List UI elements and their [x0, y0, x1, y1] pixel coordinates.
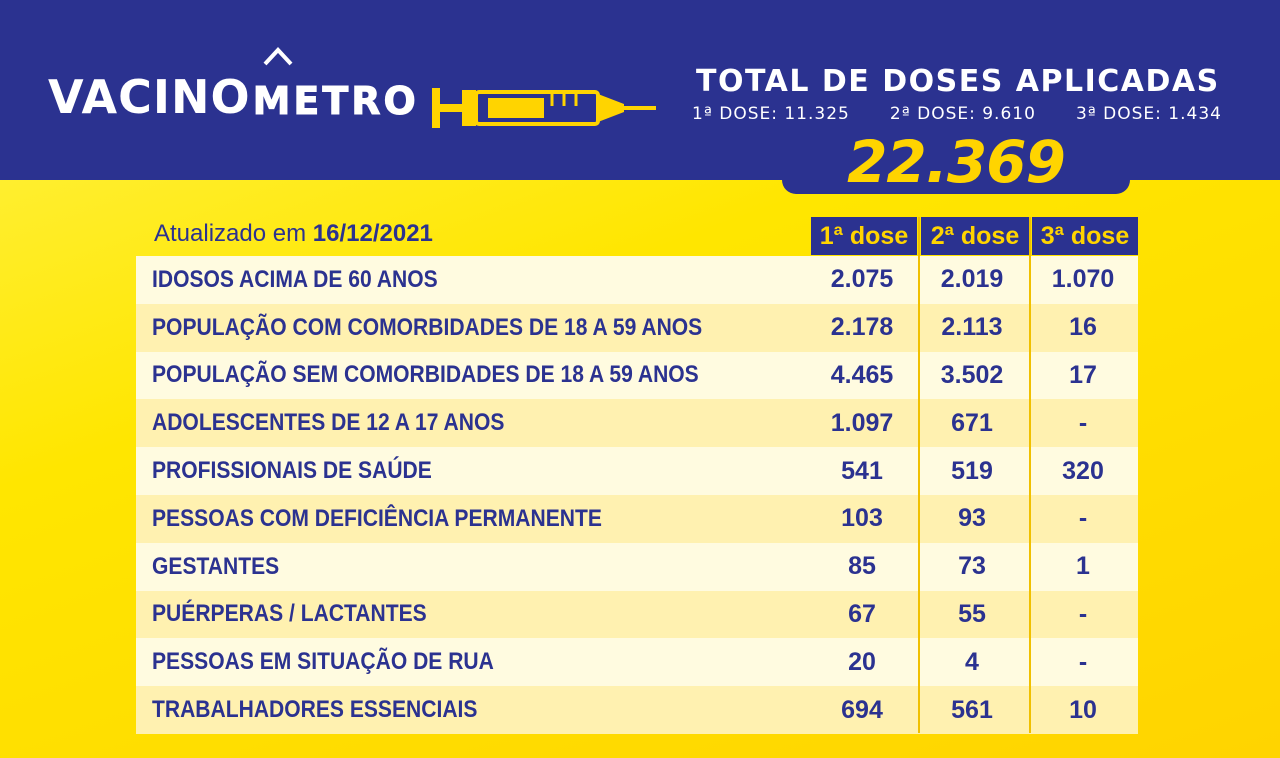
- updated-date: 16/12/2021: [312, 220, 433, 247]
- dose1-value: 2.178: [830, 313, 894, 342]
- dose3-value: 1.070: [1051, 265, 1115, 294]
- total-doses-value: 22.369: [847, 128, 1066, 196]
- dose2-value: 3.502: [940, 360, 1004, 389]
- table-row: GESTANTES 85 73 1: [136, 542, 1138, 591]
- total-tab: [782, 150, 1130, 194]
- brand-text-vacino: VACINO: [48, 70, 251, 124]
- dose1-value: 103: [841, 504, 883, 533]
- dose3-value: 320: [1062, 456, 1104, 485]
- dose2-total: 2ª DOSE: 9.610: [889, 104, 1036, 124]
- table-row: PUÉRPERAS / LACTANTES 67 55 -: [136, 590, 1138, 639]
- table-row: POPULAÇÃO SEM COMORBIDADES DE 18 A 59 AN…: [136, 351, 1138, 400]
- dose2-value: 73: [958, 552, 986, 581]
- row-label: PROFISSIONAIS DE SAÚDE: [152, 457, 432, 485]
- dose2-value: 2.113: [941, 313, 1003, 342]
- dose2-value: 519: [951, 456, 993, 485]
- dose2-value: 2.019: [940, 265, 1004, 294]
- syringe-icon: [432, 88, 656, 128]
- dose1-value: 85: [848, 552, 876, 581]
- table-row: PESSOAS COM DEFICIÊNCIA PERMANENTE 103 93 -: [136, 494, 1138, 543]
- row-label: TRABALHADORES ESSENCIAIS: [152, 696, 478, 724]
- dose1-value: 694: [841, 695, 883, 724]
- table-row: POPULAÇÃO COM COMORBIDADES DE 18 A 59 AN…: [136, 303, 1138, 352]
- row-label: IDOSOS ACIMA DE 60 ANOS: [152, 265, 438, 293]
- dose2-value: 93: [958, 504, 986, 533]
- dose1-value: 2.075: [830, 265, 894, 294]
- updated-label: Atualizado em 16/12/2021: [154, 220, 433, 248]
- updated-prefix: Atualizado em: [154, 220, 307, 247]
- dose3-value: 16: [1069, 313, 1097, 342]
- dose3-value: -: [1078, 599, 1088, 628]
- column-divider: [918, 217, 920, 733]
- column-header-dose2: 2ª dose: [921, 217, 1029, 255]
- row-label: POPULAÇÃO SEM COMORBIDADES DE 18 A 59 AN…: [152, 361, 699, 389]
- row-label: ADOLESCENTES DE 12 A 17 ANOS: [152, 409, 505, 437]
- dose3-value: 10: [1069, 695, 1097, 724]
- dose2-value: 671: [951, 408, 993, 437]
- vaccination-table: IDOSOS ACIMA DE 60 ANOS 2.075 2.019 1.070 PO…: [136, 256, 1138, 734]
- house-icon: [263, 47, 293, 66]
- dose3-value: 1: [1076, 552, 1090, 581]
- dose1-value: 1.097: [830, 408, 894, 437]
- row-label: PESSOAS EM SITUAÇÃO DE RUA: [152, 648, 494, 676]
- table-row: TRABALHADORES ESSENCIAIS 694 561 10: [136, 686, 1138, 734]
- total-doses-title: TOTAL DE DOSES APLICADAS: [696, 64, 1220, 99]
- dose3-value: -: [1078, 408, 1088, 437]
- dose1-value: 541: [841, 456, 883, 485]
- dose3-total: 3ª DOSE: 1.434: [1075, 104, 1222, 124]
- dose2-value: 561: [951, 695, 993, 724]
- column-header-dose1: 1ª dose: [811, 217, 917, 255]
- dose1-value: 4.465: [830, 360, 894, 389]
- dose2-value: 55: [958, 599, 986, 628]
- dose1-value: 67: [848, 599, 876, 628]
- row-label: PUÉRPERAS / LACTANTES: [152, 600, 427, 628]
- dose3-value: -: [1078, 504, 1088, 533]
- dose3-value: 17: [1069, 360, 1097, 389]
- dose1-value: 20: [848, 647, 876, 676]
- column-header-dose3: 3ª dose: [1032, 217, 1138, 255]
- dose1-total: 1ª DOSE: 11.325: [692, 104, 850, 124]
- dose2-value: 4: [965, 647, 979, 676]
- dose-summary: 1ª DOSE: 11.325 2ª DOSE: 9.610 3ª DOSE: …: [692, 104, 1222, 124]
- table-row: ADOLESCENTES DE 12 A 17 ANOS 1.097 671 -: [136, 399, 1138, 448]
- table-row: PROFISSIONAIS DE SAÚDE 541 519 320: [136, 447, 1138, 495]
- brand-logo: VACINO METRO: [48, 60, 419, 124]
- brand-text-metro: METRO: [252, 79, 419, 123]
- row-label: PESSOAS COM DEFICIÊNCIA PERMANENTE: [152, 504, 602, 532]
- row-label: POPULAÇÃO COM COMORBIDADES DE 18 A 59 AN…: [152, 313, 703, 341]
- table-row: PESSOAS EM SITUAÇÃO DE RUA 20 4 -: [136, 638, 1138, 687]
- dose3-value: -: [1078, 647, 1088, 676]
- row-label: GESTANTES: [152, 552, 280, 580]
- table-row: IDOSOS ACIMA DE 60 ANOS 2.075 2.019 1.070: [136, 256, 1138, 304]
- column-divider: [1029, 217, 1031, 733]
